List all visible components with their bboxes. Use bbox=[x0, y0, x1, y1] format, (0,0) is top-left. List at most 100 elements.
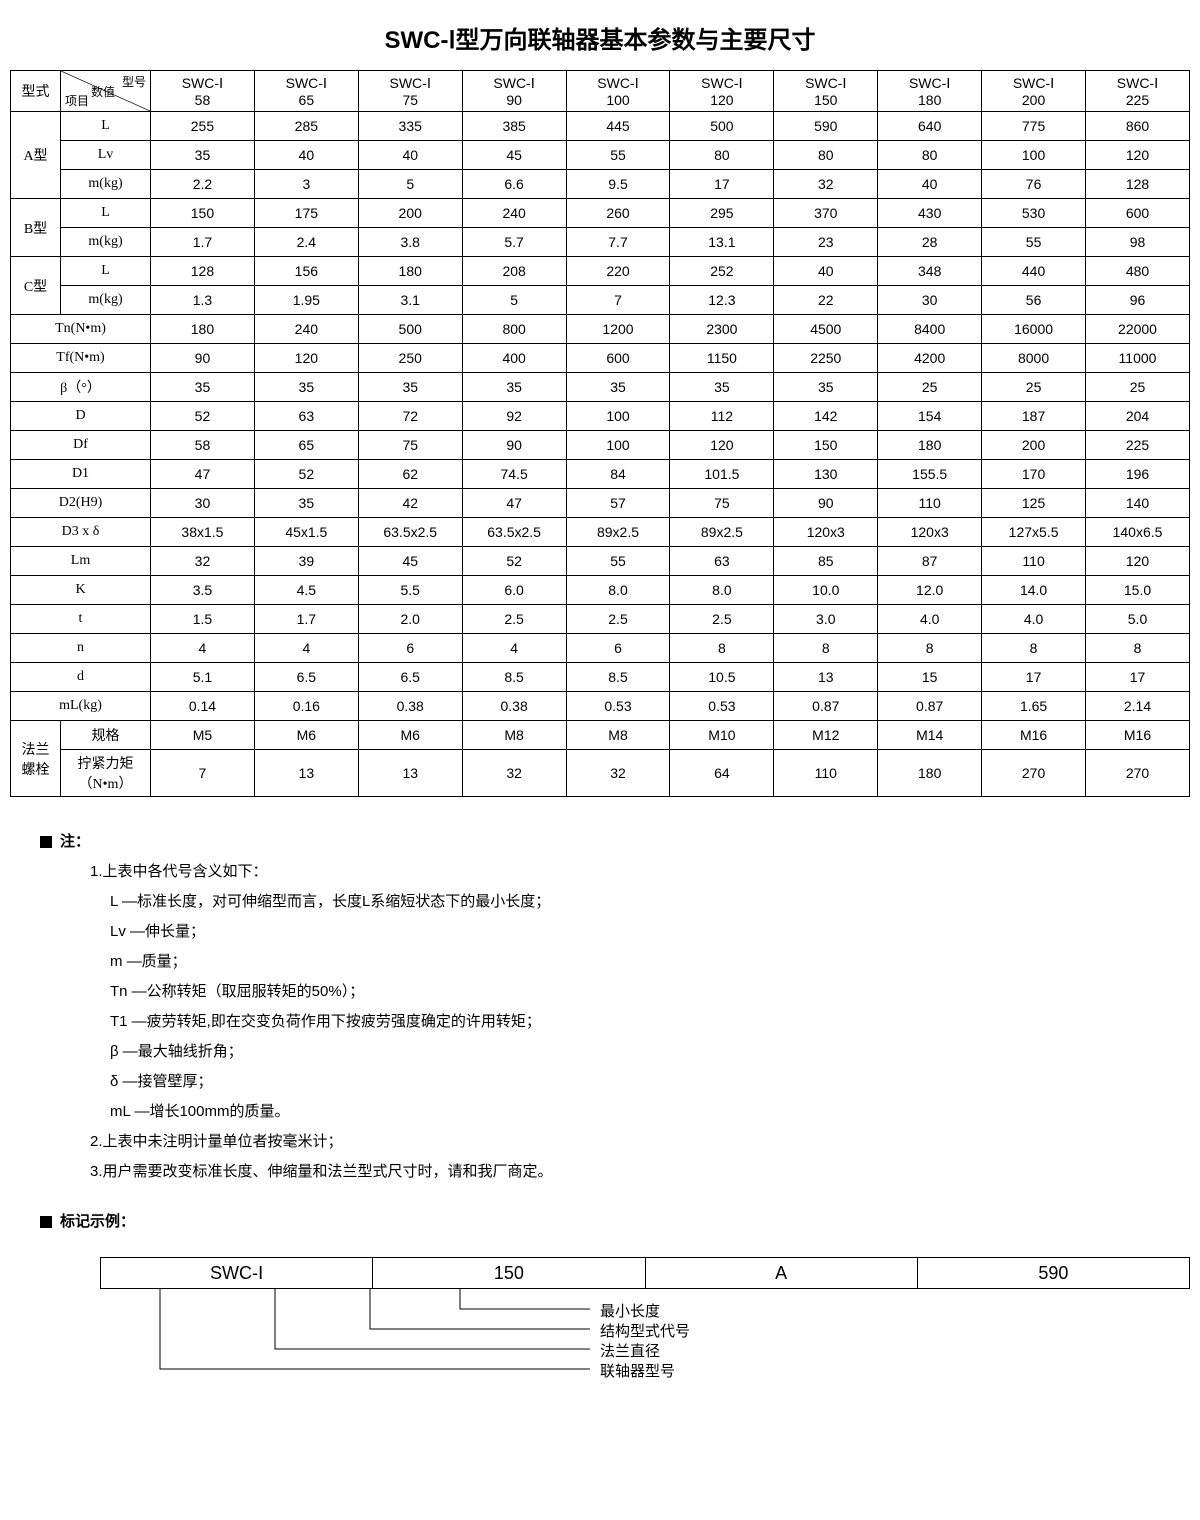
data-cell: 1200 bbox=[566, 315, 670, 344]
group-label: B型 bbox=[11, 199, 61, 257]
data-cell: 64 bbox=[670, 750, 774, 797]
data-cell: 42 bbox=[358, 489, 462, 518]
data-cell: 175 bbox=[254, 199, 358, 228]
data-cell: 32 bbox=[566, 750, 670, 797]
header-type: 型式 bbox=[11, 71, 61, 112]
data-cell: 11000 bbox=[1086, 344, 1190, 373]
data-cell: 445 bbox=[566, 112, 670, 141]
data-cell: 590 bbox=[774, 112, 878, 141]
data-cell: 2.14 bbox=[1086, 692, 1190, 721]
data-cell: 13 bbox=[254, 750, 358, 797]
data-cell: 35 bbox=[774, 373, 878, 402]
data-cell: 80 bbox=[670, 141, 774, 170]
example-box: 590 bbox=[917, 1258, 1189, 1289]
data-cell: 55 bbox=[982, 228, 1086, 257]
note-item: L —标准长度，对可伸缩型而言，长度L系缩短状态下的最小长度； bbox=[70, 887, 1190, 917]
data-cell: 100 bbox=[982, 141, 1086, 170]
row-label: D bbox=[11, 402, 151, 431]
data-cell: 1.7 bbox=[151, 228, 255, 257]
example-boxes: SWC-Ⅰ150A590 bbox=[100, 1257, 1190, 1289]
data-cell: 1.5 bbox=[151, 605, 255, 634]
data-cell: 4200 bbox=[878, 344, 982, 373]
data-cell: 75 bbox=[358, 431, 462, 460]
data-cell: M16 bbox=[982, 721, 1086, 750]
note-item: m —质量； bbox=[70, 947, 1190, 977]
data-cell: 120x3 bbox=[878, 518, 982, 547]
data-cell: 180 bbox=[358, 257, 462, 286]
data-cell: 128 bbox=[151, 257, 255, 286]
note-item: δ —接管壁厚； bbox=[70, 1067, 1190, 1097]
example-label: 结构型式代号 bbox=[600, 1320, 690, 1341]
example-box: 150 bbox=[373, 1258, 645, 1289]
group-label: A型 bbox=[11, 112, 61, 199]
data-cell: M14 bbox=[878, 721, 982, 750]
data-cell: 2.5 bbox=[670, 605, 774, 634]
page-title: SWC-Ⅰ型万向联轴器基本参数与主要尺寸 bbox=[10, 20, 1190, 55]
row-label: t bbox=[11, 605, 151, 634]
data-cell: 8000 bbox=[982, 344, 1086, 373]
data-cell: 240 bbox=[254, 315, 358, 344]
data-cell: 0.53 bbox=[566, 692, 670, 721]
data-cell: 4500 bbox=[774, 315, 878, 344]
data-cell: 155.5 bbox=[878, 460, 982, 489]
data-cell: 8.5 bbox=[566, 663, 670, 692]
data-cell: 2300 bbox=[670, 315, 774, 344]
data-cell: 32 bbox=[151, 547, 255, 576]
data-cell: 17 bbox=[982, 663, 1086, 692]
data-cell: 1.7 bbox=[254, 605, 358, 634]
data-cell: 8400 bbox=[878, 315, 982, 344]
data-cell: 8 bbox=[670, 634, 774, 663]
data-cell: 285 bbox=[254, 112, 358, 141]
data-cell: 85 bbox=[774, 547, 878, 576]
row-label: D3 x δ bbox=[11, 518, 151, 547]
data-cell: 208 bbox=[462, 257, 566, 286]
data-cell: 6 bbox=[358, 634, 462, 663]
data-cell: 170 bbox=[982, 460, 1086, 489]
data-cell: 4 bbox=[254, 634, 358, 663]
data-cell: 6.5 bbox=[254, 663, 358, 692]
data-cell: 17 bbox=[670, 170, 774, 199]
data-cell: 100 bbox=[566, 431, 670, 460]
marking-example: SWC-Ⅰ150A590 最小长度结构型式代号法兰直径联轴器型号 bbox=[100, 1257, 1190, 1409]
data-cell: 4.5 bbox=[254, 576, 358, 605]
data-cell: 80 bbox=[878, 141, 982, 170]
data-cell: 3.8 bbox=[358, 228, 462, 257]
data-cell: 187 bbox=[982, 402, 1086, 431]
data-cell: 35 bbox=[670, 373, 774, 402]
data-cell: 142 bbox=[774, 402, 878, 431]
data-cell: 156 bbox=[254, 257, 358, 286]
data-cell: 96 bbox=[1086, 286, 1190, 315]
col-header: SWC-Ⅰ200 bbox=[982, 71, 1086, 112]
data-cell: 370 bbox=[774, 199, 878, 228]
col-header: SWC-Ⅰ225 bbox=[1086, 71, 1190, 112]
data-cell: 80 bbox=[774, 141, 878, 170]
example-label: 最小长度 bbox=[600, 1300, 660, 1321]
data-cell: 8.0 bbox=[670, 576, 774, 605]
data-cell: 0.53 bbox=[670, 692, 774, 721]
data-cell: 295 bbox=[670, 199, 774, 228]
row-label: L bbox=[61, 199, 151, 228]
row-label: β（°） bbox=[11, 373, 151, 402]
data-cell: 45 bbox=[358, 547, 462, 576]
data-cell: 13.1 bbox=[670, 228, 774, 257]
data-cell: 480 bbox=[1086, 257, 1190, 286]
col-header: SWC-Ⅰ75 bbox=[358, 71, 462, 112]
note-1-head: 1.上表中各代号含义如下： bbox=[70, 857, 1190, 887]
row-label: D1 bbox=[11, 460, 151, 489]
data-cell: 120x3 bbox=[774, 518, 878, 547]
row-label: Df bbox=[11, 431, 151, 460]
data-cell: 45x1.5 bbox=[254, 518, 358, 547]
data-cell: 154 bbox=[878, 402, 982, 431]
data-cell: 200 bbox=[982, 431, 1086, 460]
data-cell: 6.5 bbox=[358, 663, 462, 692]
data-cell: 530 bbox=[982, 199, 1086, 228]
data-cell: 180 bbox=[878, 750, 982, 797]
data-cell: 75 bbox=[670, 489, 774, 518]
note-2: 2.上表中未注明计量单位者按毫米计； bbox=[70, 1127, 1190, 1157]
data-cell: 270 bbox=[982, 750, 1086, 797]
data-cell: 5.5 bbox=[358, 576, 462, 605]
data-cell: M16 bbox=[1086, 721, 1190, 750]
data-cell: 8.5 bbox=[462, 663, 566, 692]
data-cell: 600 bbox=[1086, 199, 1190, 228]
data-cell: 800 bbox=[462, 315, 566, 344]
